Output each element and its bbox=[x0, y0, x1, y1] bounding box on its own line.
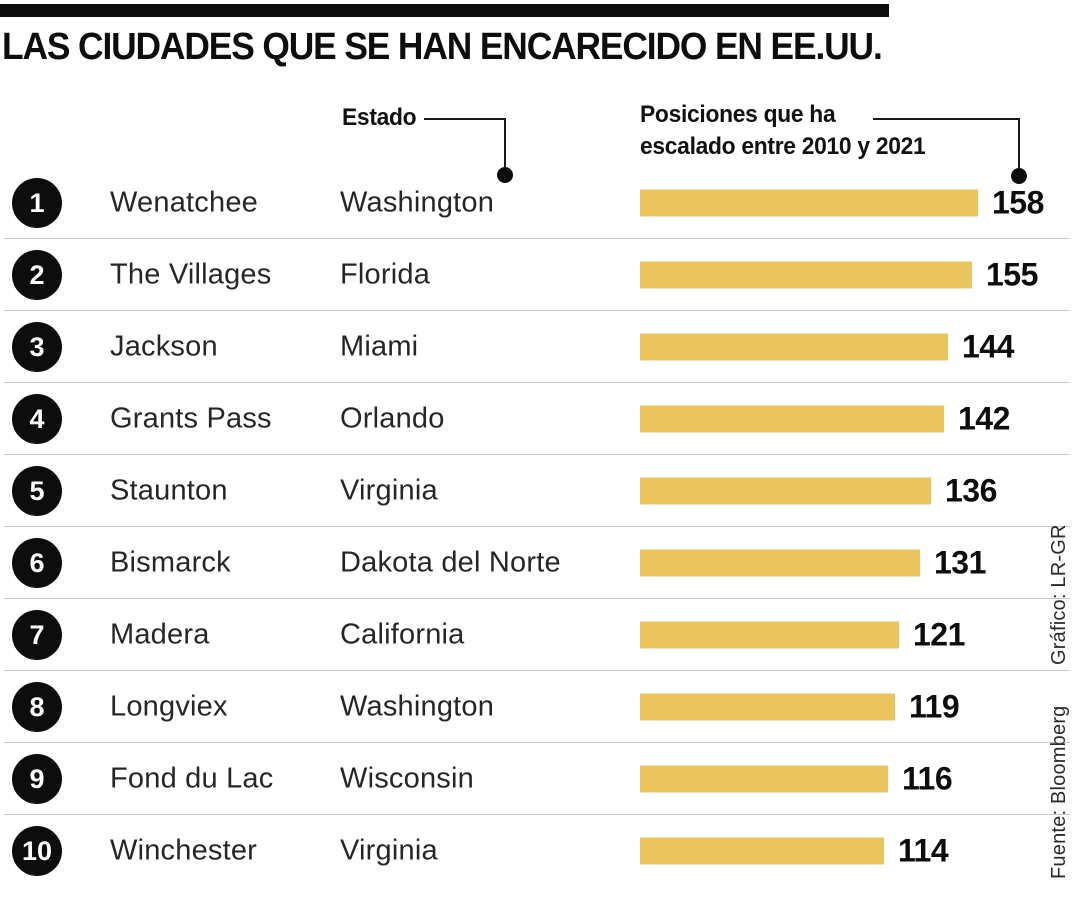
rank-badge: 1 bbox=[12, 178, 62, 228]
value-bar bbox=[640, 621, 899, 649]
value-label: 142 bbox=[958, 400, 1010, 437]
value-label: 155 bbox=[986, 256, 1038, 293]
state-label: Florida bbox=[340, 258, 431, 291]
state-column-label: Estado bbox=[342, 104, 417, 131]
value-label: 136 bbox=[945, 472, 997, 509]
state-label: Virginia bbox=[340, 834, 438, 867]
estado-connector-dot bbox=[497, 167, 513, 183]
table-row: 7 Madera California 121 bbox=[0, 598, 1080, 671]
estado-connector-line-v bbox=[504, 118, 506, 168]
value-bar bbox=[640, 405, 944, 433]
value-label: 131 bbox=[934, 544, 986, 581]
value-bar bbox=[640, 693, 895, 721]
table-row: 5 Staunton Virginia 136 bbox=[0, 454, 1080, 527]
state-label: California bbox=[340, 618, 465, 651]
value-column-label: Posiciones que ha escalado entre 2010 y … bbox=[640, 99, 926, 163]
rank-badge: 9 bbox=[12, 754, 62, 804]
rank-badge: 7 bbox=[12, 610, 62, 660]
posiciones-connector-line-h bbox=[873, 118, 1020, 120]
value-bar bbox=[640, 837, 884, 865]
value-bar bbox=[640, 261, 972, 289]
city-label: Grants Pass bbox=[110, 402, 272, 435]
value-bar bbox=[640, 333, 948, 361]
state-label: Virginia bbox=[340, 474, 438, 507]
city-label: Jackson bbox=[110, 330, 218, 363]
rank-badge: 10 bbox=[12, 826, 62, 876]
graphic-credit: Gráfico: LR-GR bbox=[1048, 524, 1070, 665]
value-bar bbox=[640, 477, 931, 505]
rank-badge: 6 bbox=[12, 538, 62, 588]
estado-connector-line-h bbox=[424, 118, 506, 120]
rank-badge: 8 bbox=[12, 682, 62, 732]
table-row: 6 Bismarck Dakota del Norte 131 bbox=[0, 526, 1080, 599]
state-label: Wisconsin bbox=[340, 762, 474, 795]
table-row: 10 Winchester Virginia 114 bbox=[0, 814, 1080, 887]
value-bar bbox=[640, 189, 978, 217]
city-label: Fond du Lac bbox=[110, 762, 274, 795]
value-label: 158 bbox=[992, 184, 1044, 221]
source-credit: Fuente: Bloomberg bbox=[1048, 705, 1070, 880]
city-label: Wenatchee bbox=[110, 186, 258, 219]
city-label: Staunton bbox=[110, 474, 228, 507]
table-row: 1 Wenatchee Washington 158 bbox=[0, 167, 1080, 239]
state-label: Miami bbox=[340, 330, 419, 363]
city-label: Longviex bbox=[110, 690, 228, 723]
value-bar bbox=[640, 549, 920, 577]
table-row: 2 The Villages Florida 155 bbox=[0, 238, 1080, 311]
ranking-rows: 1 Wenatchee Washington 158 2 The Village… bbox=[0, 167, 1080, 887]
top-accent-bar bbox=[0, 4, 889, 17]
table-row: 4 Grants Pass Orlando 142 bbox=[0, 382, 1080, 455]
state-label: Washington bbox=[340, 690, 495, 723]
table-row: 9 Fond du Lac Wisconsin 116 bbox=[0, 742, 1080, 815]
rank-badge: 5 bbox=[12, 466, 62, 516]
value-label: 121 bbox=[913, 616, 965, 653]
posiciones-connector-line-v bbox=[1018, 118, 1020, 168]
table-row: 8 Longviex Washington 119 bbox=[0, 670, 1080, 743]
state-label: Washington bbox=[340, 186, 495, 219]
rank-badge: 3 bbox=[12, 322, 62, 372]
posiciones-connector-dot bbox=[1011, 168, 1027, 184]
city-label: The Villages bbox=[110, 258, 272, 291]
value-label: 144 bbox=[962, 328, 1014, 365]
city-label: Bismarck bbox=[110, 546, 231, 579]
value-label: 114 bbox=[898, 832, 949, 869]
value-column-label-line1: Posiciones que ha bbox=[640, 101, 836, 128]
value-column-label-line2: escalado entre 2010 y 2021 bbox=[640, 133, 926, 160]
rank-badge: 4 bbox=[12, 394, 62, 444]
value-label: 119 bbox=[909, 688, 960, 725]
state-label: Orlando bbox=[340, 402, 445, 435]
state-label: Dakota del Norte bbox=[340, 546, 561, 579]
page-title: LAS CIUDADES QUE SE HAN ENCARECIDO EN EE… bbox=[2, 26, 883, 68]
city-label: Winchester bbox=[110, 834, 258, 867]
value-label: 116 bbox=[902, 760, 953, 797]
value-bar bbox=[640, 765, 888, 793]
rank-badge: 2 bbox=[12, 250, 62, 300]
table-row: 3 Jackson Miami 144 bbox=[0, 310, 1080, 383]
city-label: Madera bbox=[110, 618, 210, 651]
